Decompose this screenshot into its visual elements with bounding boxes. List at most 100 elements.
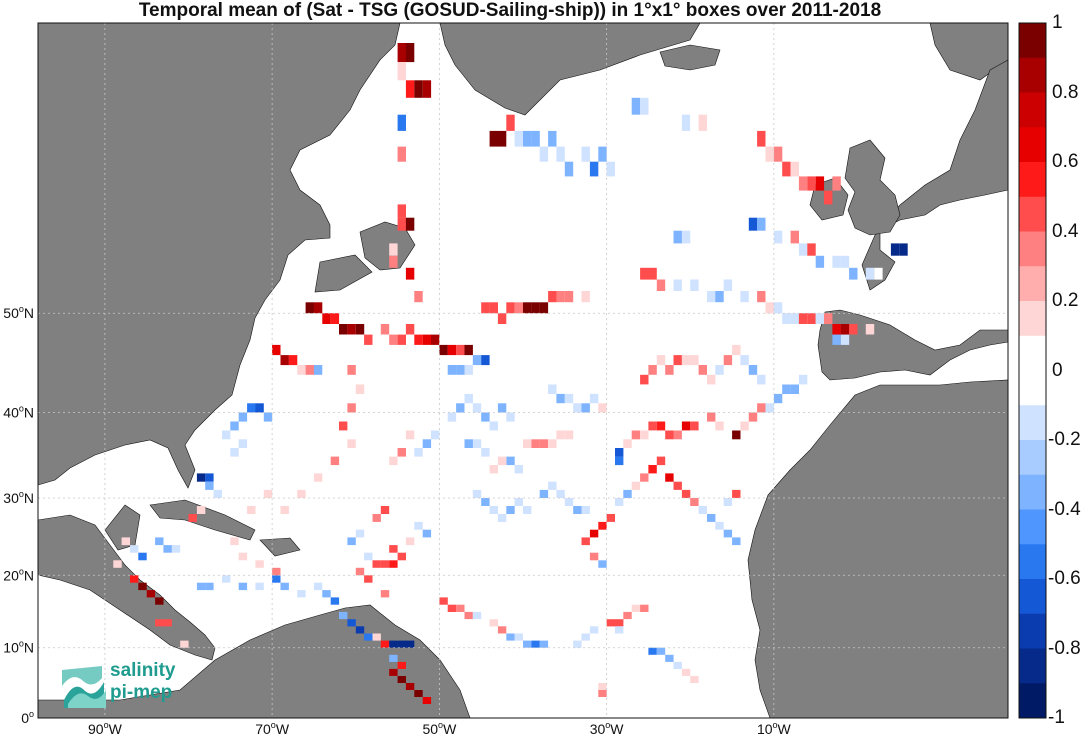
data-cell (196, 506, 206, 514)
data-cell (146, 590, 156, 598)
data-cell (849, 267, 858, 280)
logo-line1: salinity (110, 660, 176, 681)
logo-line2: pi-mep (110, 682, 173, 703)
colorbar-segment (1019, 544, 1046, 580)
data-cell (255, 560, 264, 568)
data-cell (238, 412, 248, 422)
data-cell (548, 130, 557, 147)
data-cell (130, 575, 139, 583)
data-cell (414, 334, 423, 345)
data-cell (899, 243, 908, 256)
data-cell (598, 403, 607, 413)
data-cell (205, 582, 214, 591)
data-cell (489, 465, 498, 474)
data-cell (380, 324, 390, 335)
colorbar-segment (1019, 370, 1046, 406)
data-cell (539, 439, 549, 448)
data-cell (690, 421, 699, 431)
data-cell (765, 403, 774, 413)
data-cell (564, 291, 574, 303)
data-cell (297, 365, 306, 375)
data-cell (757, 403, 766, 413)
data-cell (489, 619, 498, 627)
data-cell (556, 291, 565, 303)
data-cell (564, 161, 574, 177)
data-cell (748, 412, 758, 422)
iceland-land (659, 44, 721, 71)
data-cell (472, 403, 482, 413)
data-cell (230, 448, 239, 457)
data-cell (389, 545, 398, 553)
data-cell (740, 421, 749, 431)
data-cell (397, 661, 406, 669)
data-cell (665, 365, 674, 375)
data-cell (447, 365, 457, 375)
latitude-tick-label: 10oN (3, 639, 34, 656)
data-cell (397, 334, 406, 345)
data-cell (840, 255, 850, 268)
latitude-tick-label: 30oN (3, 489, 34, 506)
data-cell (489, 506, 498, 514)
data-cell (732, 489, 741, 498)
data-cell (656, 279, 666, 291)
data-cell (305, 302, 314, 314)
data-cell (523, 640, 532, 648)
data-cell (615, 498, 624, 506)
data-cell (130, 545, 139, 553)
latitude-tick-label: 0o (21, 709, 34, 726)
data-cell (456, 365, 465, 375)
data-cell (464, 365, 473, 375)
data-cell (631, 97, 641, 115)
data-cell (364, 334, 373, 345)
data-cell (431, 430, 440, 440)
data-cell (263, 412, 273, 422)
data-cell (765, 146, 774, 162)
longitude-tick-label: 30oW (590, 720, 625, 737)
data-cell (238, 582, 248, 591)
data-cell (773, 302, 783, 314)
data-cell (807, 243, 816, 256)
data-cell (707, 291, 716, 303)
data-cell (573, 640, 582, 648)
data-cell (230, 537, 239, 546)
data-cell (840, 324, 850, 335)
colorbar-tick-label: 0.8 (1052, 81, 1079, 103)
data-cell (489, 302, 498, 314)
data-cell (213, 489, 222, 498)
data-cell (824, 313, 833, 324)
data-cell (531, 302, 540, 314)
data-cell (573, 506, 582, 514)
data-cell (481, 448, 490, 457)
data-cell (740, 355, 749, 366)
data-cell (715, 421, 724, 431)
data-cell (405, 683, 415, 690)
data-cell (556, 489, 565, 498)
data-cell (690, 355, 699, 366)
data-cell (514, 498, 523, 506)
data-cell (205, 481, 214, 490)
data-cell (263, 489, 273, 498)
data-cell (414, 448, 423, 457)
data-cell (673, 661, 682, 669)
data-cell (389, 456, 398, 466)
data-cell (389, 640, 398, 648)
data-cell (330, 456, 340, 466)
data-cell (322, 590, 331, 598)
data-cell (648, 421, 657, 431)
data-cell (815, 313, 825, 324)
data-cell (707, 412, 716, 422)
data-cell (640, 430, 649, 440)
colorbar-segment (1019, 57, 1046, 93)
longitude-labels: 90oW 70oW 50oW 30oW 10oW (88, 720, 792, 737)
data-cell (238, 552, 248, 561)
data-cell (523, 302, 532, 314)
data-cell (422, 529, 432, 538)
data-cell (539, 489, 549, 498)
africa-land (747, 379, 1009, 719)
data-cell (447, 604, 457, 612)
colorbar-segment (1019, 440, 1046, 476)
data-cell (673, 355, 682, 366)
data-cell (456, 403, 465, 413)
data-cell (598, 683, 607, 690)
